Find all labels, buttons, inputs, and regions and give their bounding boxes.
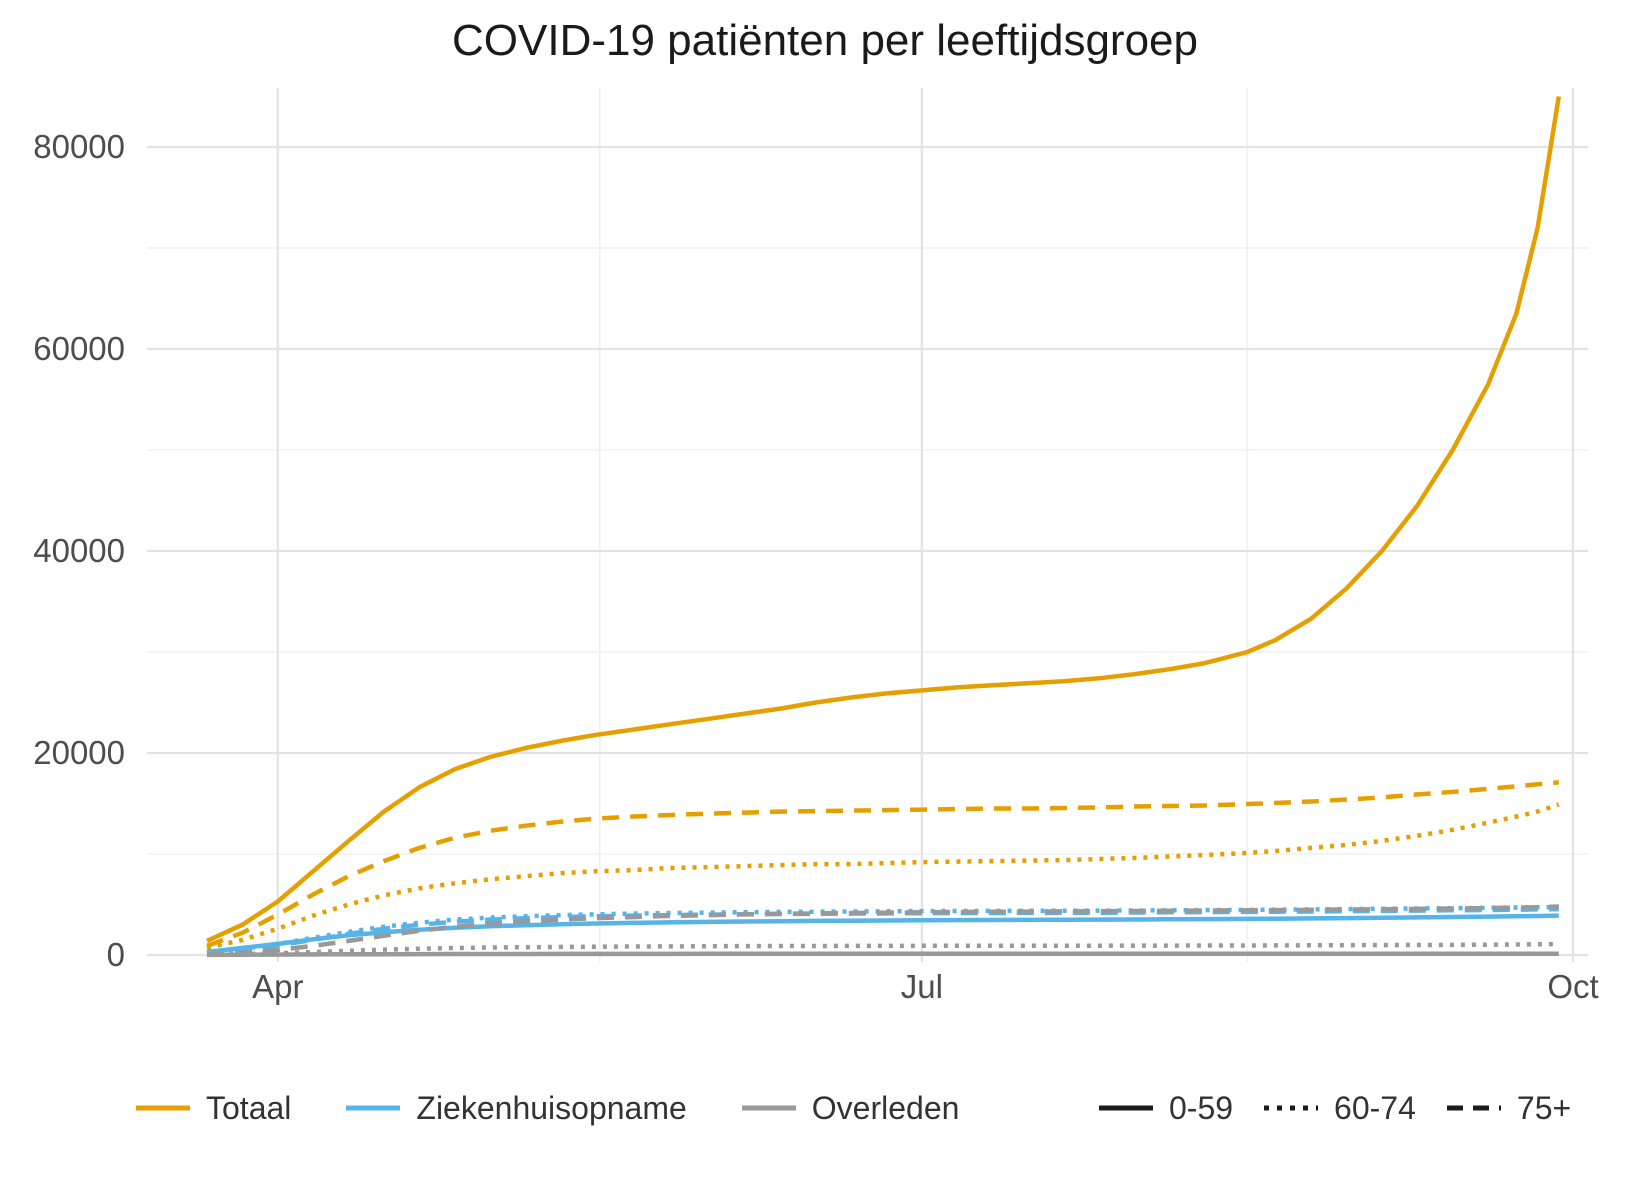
series-line-overleden-75+ [206, 904, 1559, 957]
legend-label-age-0-59: 0-59 [1169, 1089, 1234, 1126]
series-line-totaal-0-59 [206, 96, 1562, 943]
legend-item-age-0-59: 0-59 [1098, 1090, 1233, 1127]
legend-key-dashed-line-icon [1446, 1105, 1501, 1111]
x-axis-tick-label: Oct [1547, 968, 1599, 1005]
legend-item-age-60-74: 60-74 [1263, 1090, 1416, 1127]
legend-label-age-75plus: 75+ [1516, 1089, 1572, 1126]
legend-key-ziekenhuisopname-icon [346, 1105, 401, 1111]
legend-item-totaal: Totaal [135, 1090, 291, 1127]
legend-item-ziekenhuisopname: Ziekenhuisopname [345, 1089, 687, 1127]
legend-label-age-60-74: 60-74 [1334, 1089, 1416, 1126]
legend-item-age-75plus: 75+ [1446, 1090, 1571, 1127]
legend-item-overleden: Overleden [741, 1089, 960, 1127]
x-axis-tick-label: Jul [900, 968, 943, 1005]
series-line-overleden-0-59 [206, 951, 1559, 958]
legend-label-totaal: Totaal [206, 1089, 292, 1126]
legend-key-overleden-icon [741, 1105, 796, 1111]
legend-label-ziekenhuisopname: Ziekenhuisopname [416, 1089, 687, 1126]
legend: Totaal Ziekenhuisopname Overleden 0-5 [0, 1080, 1650, 1136]
series-line-totaal-60-74 [206, 802, 1560, 951]
plot-area [147, 88, 1588, 962]
legend-label-overleden: Overleden [811, 1089, 960, 1126]
x-axis-tick-label: Apr [252, 968, 304, 1005]
y-axis-tick-label: 40000 [33, 532, 125, 569]
legend-color-group: Totaal Ziekenhuisopname Overleden [135, 1080, 959, 1136]
legend-key-solid-line-icon [1099, 1105, 1153, 1111]
legend-key-dotted-line-icon [1264, 1105, 1319, 1111]
y-axis-tick-label: 20000 [33, 734, 125, 771]
y-axis-tick-label: 80000 [33, 128, 125, 165]
y-axis-tick-label: 0 [106, 936, 125, 973]
legend-linetype-group: 0-59 60-74 75+ [1098, 1080, 1571, 1136]
series-line-totaal-75+ [206, 780, 1560, 949]
chart-title: COVID-19 patiënten per leeftijdsgroep [452, 16, 1198, 65]
y-axis-tick-label: 60000 [33, 330, 125, 367]
legend-key-totaal-icon [136, 1105, 190, 1111]
series-line-overleden-60-74 [206, 941, 1559, 957]
